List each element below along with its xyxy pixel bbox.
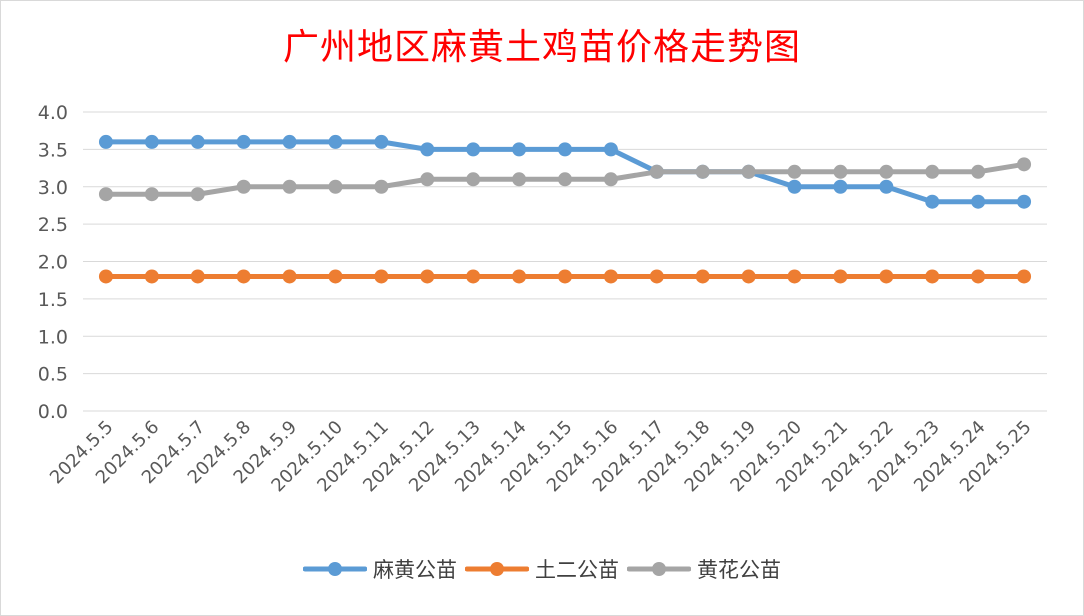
data-point [925,194,940,209]
data-point [1017,269,1032,284]
data-point [98,269,113,284]
data-point [420,172,435,187]
data-point [649,164,664,179]
data-point [98,134,113,149]
data-point [466,172,481,187]
data-point [282,134,297,149]
data-point [879,269,894,284]
data-point [466,269,481,284]
data-point [190,187,205,202]
legend-item: 土二公苗 [465,554,619,584]
data-point [190,134,205,149]
data-point [879,179,894,194]
data-point [833,179,848,194]
y-tick-label: 1.5 [38,289,68,311]
data-point [374,269,389,284]
y-tick-label: 3.5 [38,139,68,161]
legend: 麻黄公苗 土二公苗 黄花公苗 [0,554,1084,584]
data-point [144,269,159,284]
y-tick-label: 2.5 [38,214,68,236]
data-point [741,269,756,284]
x-axis-tick-labels: 2024.5.52024.5.62024.5.72024.5.82024.5.9… [46,417,1036,497]
data-point [879,164,894,179]
data-point [695,269,710,284]
legend-marker [303,562,367,576]
data-point [144,187,159,202]
legend-label: 黄花公苗 [697,558,781,582]
data-point [833,164,848,179]
data-point [558,269,572,284]
legend-label: 土二公苗 [535,558,619,582]
data-point [144,134,159,149]
gridlines [83,111,1047,412]
data-point [787,164,802,179]
legend-marker [465,562,529,576]
data-point [925,269,940,284]
data-point [558,142,572,157]
data-point [925,164,940,179]
data-point [512,142,527,157]
data-point [236,269,251,284]
series-2 [98,269,1032,284]
data-point [420,142,435,157]
data-point [512,269,527,284]
data-point [971,194,986,209]
y-tick-label: 4.0 [38,102,68,124]
data-point [328,179,343,194]
legend-marker [627,562,691,576]
y-tick-label: 1.0 [38,326,68,348]
y-tick-label: 0.0 [38,401,68,423]
y-tick-label: 2.0 [38,252,68,274]
y-axis-tick-labels: 0.0 0.5 1.0 1.5 2.0 2.5 3.0 3.5 4.0 [38,102,68,423]
data-point [1017,157,1032,172]
data-point [603,142,618,157]
data-point [374,134,389,149]
data-point [971,164,986,179]
data-point [649,269,664,284]
data-point [420,269,435,284]
data-point [787,269,802,284]
data-point [1017,194,1032,209]
data-point [374,179,389,194]
y-tick-label: 0.5 [38,364,68,386]
data-point [971,269,986,284]
data-point [603,269,618,284]
data-point [282,179,297,194]
data-point [512,172,527,187]
data-point [236,179,251,194]
data-point [833,269,848,284]
legend-label: 麻黄公苗 [373,558,457,582]
data-point [466,142,481,157]
data-point [558,172,572,187]
legend-item: 麻黄公苗 [303,554,457,584]
data-point [282,269,297,284]
legend-item: 黄花公苗 [627,554,781,584]
data-point [741,164,756,179]
data-point [695,164,710,179]
data-point [328,269,343,284]
chart-title: 广州地区麻黄土鸡苗价格走势图 [282,27,801,68]
data-point [787,179,802,194]
data-point [98,187,113,202]
data-point [603,172,618,187]
y-tick-label: 3.0 [38,177,68,199]
series-3 [98,157,1032,202]
data-point [236,134,251,149]
data-point [328,134,343,149]
data-point [190,269,205,284]
series-group [98,134,1032,284]
